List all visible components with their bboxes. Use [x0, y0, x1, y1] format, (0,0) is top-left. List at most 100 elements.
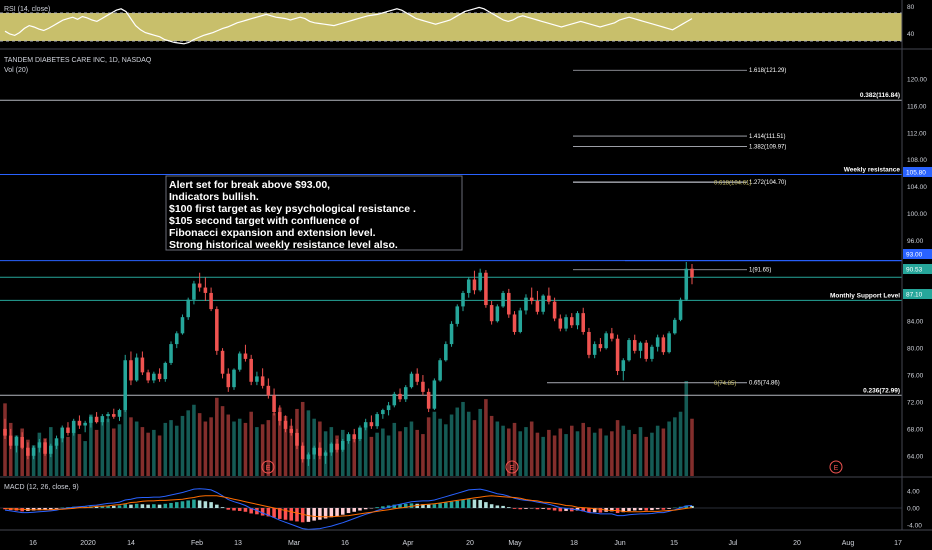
- volume-bar: [100, 421, 105, 476]
- earnings-icon[interactable]: [505, 460, 519, 474]
- earnings-icon[interactable]: [261, 460, 275, 474]
- rsi-pane[interactable]: RSI (14, close) 80 40: [0, 4, 915, 45]
- candle-body: [174, 333, 179, 345]
- macd-hist-bar: [346, 508, 351, 514]
- macd-hist-bar: [661, 508, 666, 510]
- candle-body: [564, 317, 568, 329]
- volume-bar: [627, 429, 631, 476]
- volume-bar: [363, 425, 368, 476]
- volume-bar: [129, 417, 133, 476]
- candle-body: [66, 427, 70, 433]
- rsi-axis-80: 80: [907, 4, 915, 11]
- macd-hist-bar: [667, 508, 671, 509]
- price-pane[interactable]: TANDEM DIABETES CARE INC, 1D, NASDAQ Vol…: [0, 57, 932, 476]
- volume-bar: [237, 418, 242, 476]
- candle-body: [71, 420, 76, 433]
- volume-bar: [278, 407, 282, 476]
- macd-hist-bar: [186, 500, 190, 508]
- macd-hist-bar: [54, 508, 59, 509]
- volume-bar: [335, 435, 339, 476]
- candle-body: [31, 447, 36, 456]
- time-tick-label: 15: [670, 540, 678, 547]
- rsi-axis-40: 40: [907, 31, 915, 38]
- candle-body: [678, 299, 683, 320]
- fib-label: 0.65(74.86): [749, 381, 780, 387]
- candle-body: [541, 295, 545, 312]
- annotation-text: Alert set for break above $93.00, Indica…: [169, 179, 419, 251]
- macd-hist-bar: [455, 500, 460, 508]
- macd-hist-bar: [489, 504, 494, 508]
- candle-body: [449, 323, 454, 345]
- volume-bar: [507, 428, 511, 476]
- volume-bar: [20, 428, 24, 476]
- candle-body: [226, 373, 231, 388]
- volume-bar: [117, 424, 122, 476]
- level-label: 0.382(116.84): [860, 92, 900, 99]
- time-tick-label: Jul: [729, 540, 738, 547]
- candle-body: [192, 283, 196, 300]
- candle-body: [655, 337, 660, 347]
- volume-bar: [415, 429, 419, 476]
- macd-hist-bar: [278, 508, 282, 519]
- macd-hist-bar: [260, 508, 265, 516]
- rsi-band: [0, 13, 902, 41]
- candle-body: [209, 292, 213, 310]
- macd-hist-bar: [249, 508, 253, 514]
- volume-bar: [209, 417, 213, 476]
- price-tag-label: 105.80: [906, 170, 926, 177]
- candles: [3, 261, 694, 466]
- volume-bar: [89, 414, 93, 476]
- annotation-border: [165, 175, 463, 251]
- candle-body: [106, 414, 110, 417]
- volume-bar: [558, 428, 563, 476]
- time-tick-label: Feb: [191, 540, 203, 547]
- macd-hist-bar: [94, 506, 99, 508]
- candle-body: [43, 442, 47, 454]
- volume-bar: [403, 427, 408, 476]
- macd-hist-bar: [146, 504, 150, 508]
- time-axis[interactable]: 16 2020 14 Feb 13 Mar 16 Apr 20 May 18 Jun 15 Jul 20 Au…: [29, 540, 902, 547]
- macd-hist-bar: [581, 508, 585, 512]
- candle-body: [255, 376, 259, 382]
- candle-body: [444, 344, 448, 361]
- macd-pane[interactable]: MACD (12, 26, close, 9) 4.00 0.00 -4.00: [0, 484, 922, 530]
- volume-bar: [174, 425, 179, 476]
- macd-hist-bar: [209, 502, 213, 508]
- volume-bars: [3, 381, 694, 476]
- annotation-box[interactable]: Alert set for break above $93.00, Indica…: [165, 175, 463, 251]
- volume-bar: [541, 436, 545, 476]
- volume-bar: [243, 422, 248, 476]
- volume-bar: [346, 434, 351, 476]
- volume-bar: [667, 421, 671, 476]
- volume-bar: [598, 428, 603, 476]
- macd-hist-bar: [283, 508, 288, 520]
- candle-body: [100, 416, 105, 423]
- volume-bar: [461, 401, 465, 476]
- candle-body: [329, 443, 334, 453]
- candle-body: [77, 420, 82, 426]
- volume-bar: [466, 411, 471, 476]
- macd-hist-bar: [558, 508, 563, 512]
- volume-bar: [306, 410, 311, 476]
- fibonacci-levels: 1.618(121.29) 1.414(111.51) 1.382(109.97) 1…: [547, 68, 902, 387]
- candle-body: [501, 292, 505, 307]
- candle-body: [129, 360, 133, 381]
- candle-body: [426, 391, 431, 409]
- volume-bar: [266, 420, 271, 476]
- candle-body: [249, 358, 253, 382]
- macd-hist-bar: [507, 507, 511, 508]
- earnings-icon[interactable]: [829, 460, 843, 474]
- candle-body: [37, 442, 42, 448]
- candle-body: [461, 292, 465, 307]
- fib-label: 1.272(104.70): [749, 180, 786, 186]
- earnings-marker-label: E: [510, 465, 515, 472]
- candle-body: [83, 422, 87, 426]
- macd-hist-bar: [312, 508, 316, 521]
- macd-hist-bar: [232, 508, 236, 511]
- candle-body: [381, 410, 385, 415]
- macd-hist-bar: [174, 502, 179, 508]
- candle-body: [295, 432, 299, 446]
- candle-body: [432, 380, 437, 409]
